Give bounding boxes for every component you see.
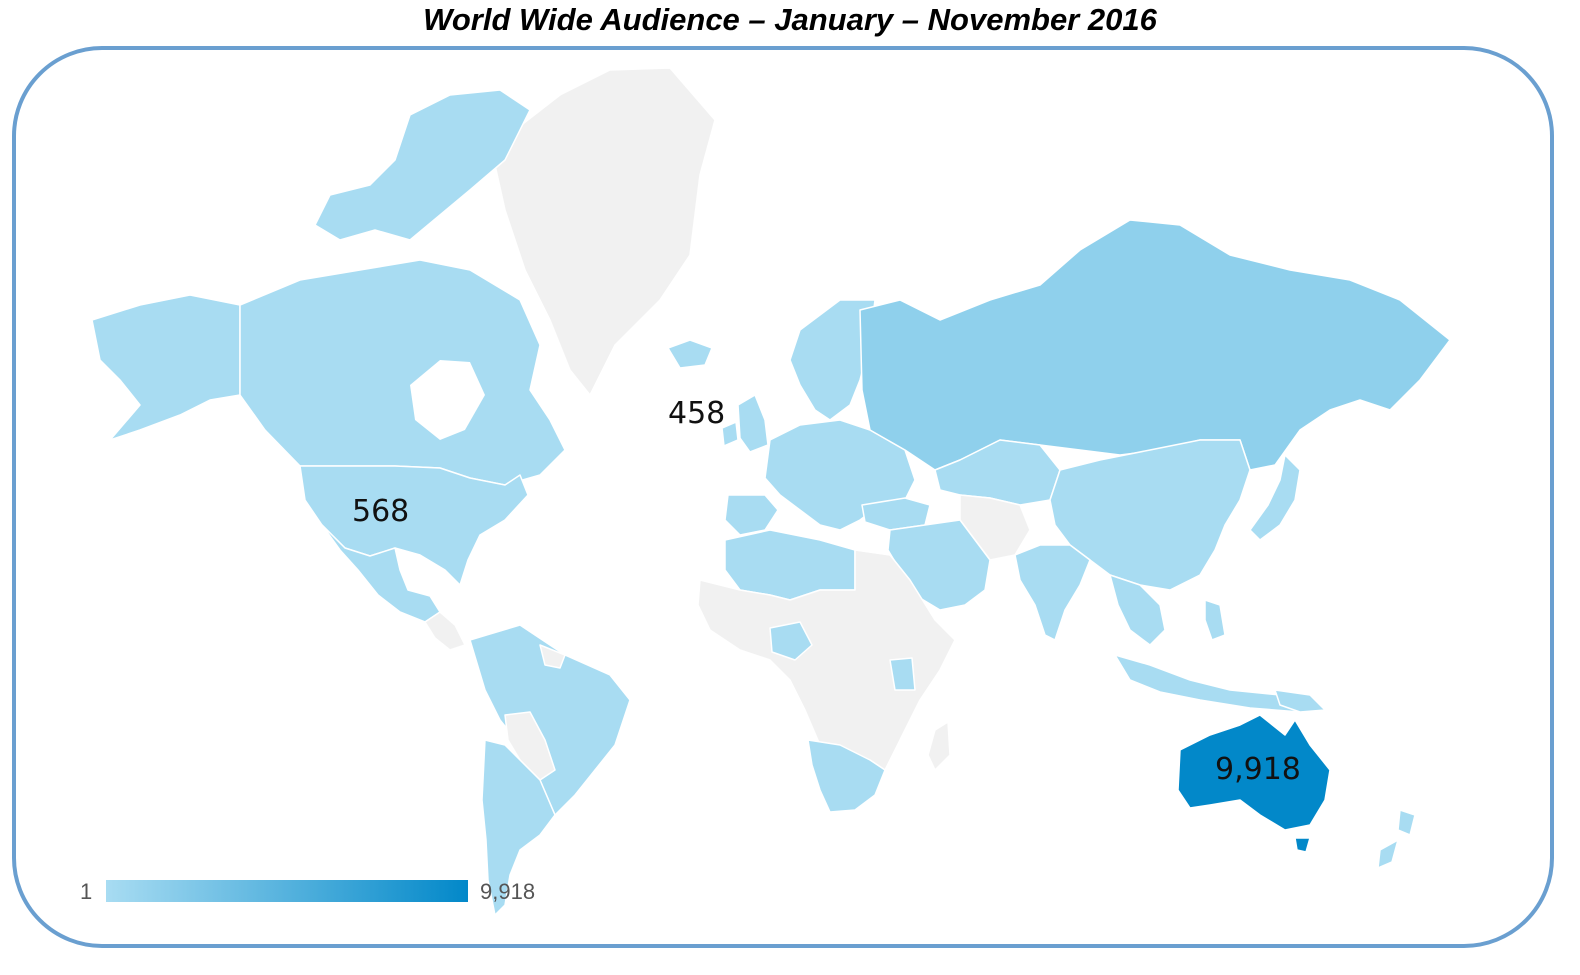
country-nigeria[interactable] [769,621,813,661]
label-united-states: 568 [352,494,410,529]
legend-min-label: 1 [80,879,93,904]
country-central-america[interactable] [424,611,466,651]
country-tasmania[interactable] [1294,837,1311,853]
country-alaska[interactable] [91,294,241,441]
country-australia[interactable] [1177,714,1331,831]
country-bolivia[interactable] [504,711,556,781]
legend-gradient-bar [106,880,468,902]
country-russia[interactable] [859,219,1451,471]
hudson-bay [410,360,485,440]
country-philippines[interactable] [1204,599,1226,641]
country-canada-arctic[interactable] [314,89,531,241]
country-southeast-asia[interactable] [1109,574,1166,646]
country-india[interactable] [1014,544,1091,641]
chart-title: World Wide Audience – January – November… [423,2,1157,37]
country-new-zealand[interactable] [1377,809,1416,869]
country-mexico[interactable] [321,524,441,623]
country-greenland[interactable] [494,67,716,396]
country-united-kingdom[interactable] [737,394,769,453]
country-southern-africa[interactable] [807,739,886,813]
legend-max-label: 9,918 [480,879,536,904]
country-africa[interactable] [697,549,956,771]
country-iberia[interactable] [724,494,779,536]
country-iceland[interactable] [667,339,713,369]
country-kenya[interactable] [889,657,916,691]
country-guianas[interactable] [539,644,566,669]
country-argentina-chile[interactable] [481,739,556,916]
country-ireland[interactable] [721,421,739,447]
country-madagascar[interactable] [927,721,951,771]
label-united-kingdom: 458 [668,396,726,431]
country-scandinavia[interactable] [789,299,876,421]
country-papua-new-guinea[interactable] [1274,689,1326,713]
country-brazil[interactable] [469,624,631,816]
label-australia: 9,918 [1215,752,1301,787]
country-japan[interactable] [1249,454,1301,541]
country-canada[interactable] [239,259,566,486]
country-united-states[interactable] [299,465,529,586]
